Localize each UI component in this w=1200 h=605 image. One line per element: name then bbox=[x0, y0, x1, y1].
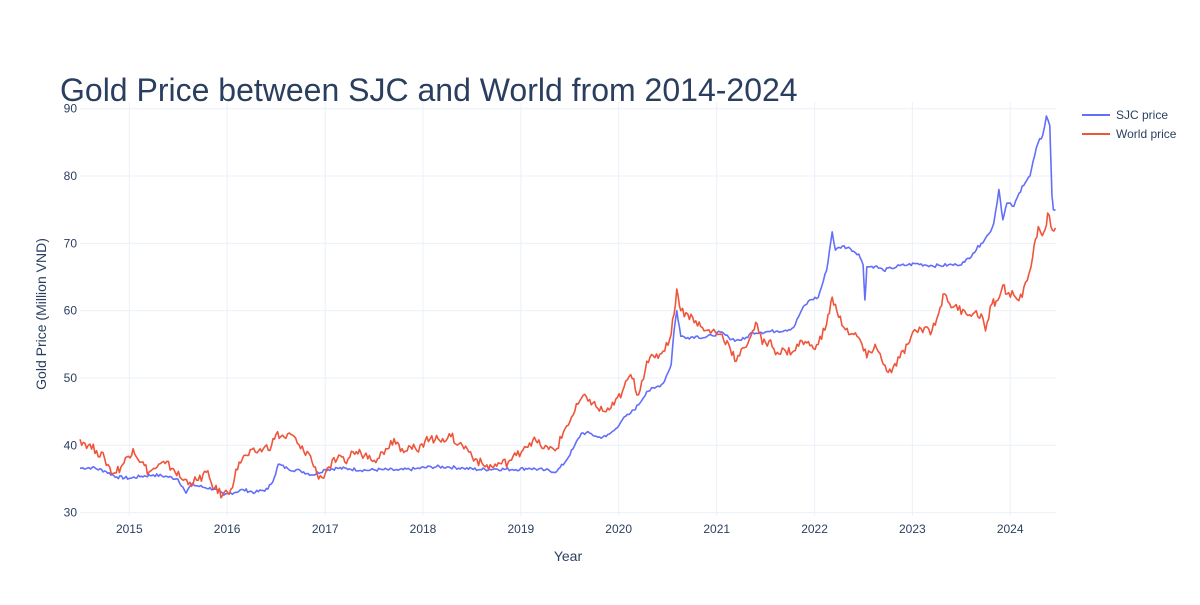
y-axis-title: Gold Price (Million VND) bbox=[33, 238, 49, 390]
legend[interactable]: SJC price World price bbox=[1082, 108, 1177, 141]
x-tick-label: 2020 bbox=[605, 522, 632, 536]
x-tick-label: 2024 bbox=[997, 522, 1024, 536]
y-tick-label: 70 bbox=[64, 236, 78, 250]
legend-item-world[interactable]: World price bbox=[1082, 127, 1177, 141]
y-tick-label: 30 bbox=[64, 506, 78, 520]
x-tick-label: 2023 bbox=[899, 522, 926, 536]
x-axis-title: Year bbox=[554, 548, 583, 564]
y-tick-label: 60 bbox=[64, 304, 78, 318]
sjc-price-line bbox=[80, 115, 1056, 496]
x-tick-label: 2015 bbox=[116, 522, 143, 536]
legend-item-sjc[interactable]: SJC price bbox=[1082, 108, 1168, 122]
x-tick-label: 2017 bbox=[312, 522, 339, 536]
x-tick-label: 2016 bbox=[214, 522, 241, 536]
y-tick-label: 40 bbox=[64, 438, 78, 452]
legend-label-sjc: SJC price bbox=[1116, 108, 1168, 122]
axes: 2015 2016 2017 2018 2019 2020 2021 2022 2023 2024… bbox=[64, 102, 1024, 536]
x-tick-label: 2021 bbox=[703, 522, 730, 536]
legend-label-world: World price bbox=[1116, 127, 1177, 141]
chart-title: Gold Price between SJC and World from 20… bbox=[60, 72, 798, 108]
series-lines bbox=[79, 115, 1057, 499]
y-tick-label: 90 bbox=[64, 102, 78, 116]
grid bbox=[80, 102, 1056, 516]
y-tick-label: 80 bbox=[64, 169, 78, 183]
world-price-line bbox=[79, 212, 1057, 499]
x-tick-label: 2022 bbox=[801, 522, 828, 536]
y-tick-label: 50 bbox=[64, 371, 78, 385]
x-tick-label: 2018 bbox=[410, 522, 437, 536]
x-tick-label: 2019 bbox=[507, 522, 534, 536]
